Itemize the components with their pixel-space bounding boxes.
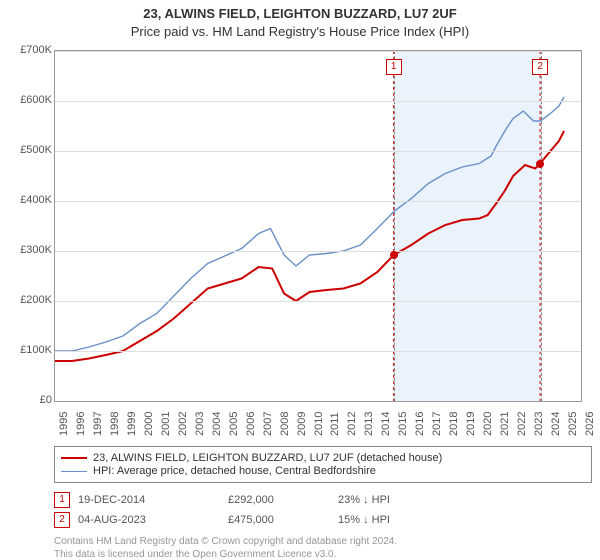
x-axis-label: 1997	[92, 412, 104, 436]
lines-svg	[55, 51, 581, 401]
x-axis-label: 1995	[58, 412, 70, 436]
page-title: 23, ALWINS FIELD, LEIGHTON BUZZARD, LU7 …	[0, 6, 600, 21]
x-axis-label: 2022	[516, 412, 528, 436]
x-axis-label: 2020	[482, 412, 494, 436]
legend-label: 23, ALWINS FIELD, LEIGHTON BUZZARD, LU7 …	[93, 452, 442, 464]
y-axis-label: £700K	[4, 44, 52, 56]
y-axis-label: £300K	[4, 244, 52, 256]
x-axis-label: 2015	[397, 412, 409, 436]
x-axis-label: 2014	[380, 412, 392, 436]
gridline	[55, 201, 581, 202]
sale-date: 19-DEC-2014	[78, 494, 228, 506]
x-axis-label: 2024	[550, 412, 562, 436]
sale-row-marker: 1	[54, 492, 70, 508]
legend-row: 23, ALWINS FIELD, LEIGHTON BUZZARD, LU7 …	[61, 452, 585, 464]
sale-price: £475,000	[228, 514, 338, 526]
x-axis-label: 2002	[177, 412, 189, 436]
sale-delta: 23% ↓ HPI	[338, 494, 438, 506]
legend-label: HPI: Average price, detached house, Cent…	[93, 465, 376, 477]
sale-row: 2 04-AUG-2023£475,00015% ↓ HPI	[54, 512, 580, 528]
y-axis-label: £500K	[4, 144, 52, 156]
y-axis-label: £400K	[4, 194, 52, 206]
x-axis-label: 2017	[431, 412, 443, 436]
footnote: Contains HM Land Registry data © Crown c…	[54, 536, 580, 560]
x-axis-label: 2026	[584, 412, 596, 436]
y-axis-label: £200K	[4, 294, 52, 306]
y-axis-label: £0	[4, 394, 52, 406]
sale-dot	[390, 251, 398, 259]
sale-dot	[536, 160, 544, 168]
plot-area: 12	[54, 50, 582, 402]
x-axis-label: 2010	[313, 412, 325, 436]
legend-row: HPI: Average price, detached house, Cent…	[61, 465, 585, 477]
series-hpi	[55, 97, 564, 351]
y-axis-label: £100K	[4, 344, 52, 356]
x-axis-label: 2005	[228, 412, 240, 436]
x-axis-label: 2000	[143, 412, 155, 436]
gridline	[55, 351, 581, 352]
page-subtitle: Price paid vs. HM Land Registry's House …	[0, 24, 600, 39]
x-axis-label: 2008	[279, 412, 291, 436]
x-axis-label: 2001	[160, 412, 172, 436]
footnote-line: Contains HM Land Registry data © Crown c…	[54, 536, 580, 549]
sale-date: 04-AUG-2023	[78, 514, 228, 526]
legend-swatch	[61, 471, 87, 472]
x-axis-label: 2009	[296, 412, 308, 436]
gridline	[55, 301, 581, 302]
legend: 23, ALWINS FIELD, LEIGHTON BUZZARD, LU7 …	[54, 446, 592, 483]
gridline	[55, 101, 581, 102]
sale-price: £292,000	[228, 494, 338, 506]
x-axis-label: 2016	[414, 412, 426, 436]
x-axis-label: 2023	[533, 412, 545, 436]
x-axis-label: 1996	[75, 412, 87, 436]
gridline	[55, 151, 581, 152]
legend-swatch	[61, 457, 87, 459]
y-axis-label: £600K	[4, 94, 52, 106]
sale-row: 1 19-DEC-2014£292,00023% ↓ HPI	[54, 492, 580, 508]
x-axis-label: 2025	[567, 412, 579, 436]
x-axis-label: 2019	[465, 412, 477, 436]
x-axis-label: 1998	[109, 412, 121, 436]
x-axis-label: 2011	[329, 412, 341, 436]
x-axis-label: 2006	[245, 412, 257, 436]
gridline	[55, 51, 581, 52]
sale-marker-box: 2	[532, 59, 548, 75]
series-property	[55, 131, 564, 361]
x-axis-label: 1999	[126, 412, 138, 436]
x-axis-label: 2013	[363, 412, 375, 436]
x-axis-label: 2021	[499, 412, 511, 436]
gridline	[55, 251, 581, 252]
gridline	[55, 401, 581, 402]
sale-delta: 15% ↓ HPI	[338, 514, 438, 526]
footnote-line: This data is licensed under the Open Gov…	[54, 549, 580, 560]
x-axis-label: 2018	[448, 412, 460, 436]
chart-root: 23, ALWINS FIELD, LEIGHTON BUZZARD, LU7 …	[0, 0, 600, 560]
x-axis-label: 2003	[194, 412, 206, 436]
sale-marker-box: 1	[386, 59, 402, 75]
x-axis-label: 2007	[262, 412, 274, 436]
x-axis-label: 2012	[346, 412, 358, 436]
x-axis-label: 2004	[211, 412, 223, 436]
sale-row-marker: 2	[54, 512, 70, 528]
